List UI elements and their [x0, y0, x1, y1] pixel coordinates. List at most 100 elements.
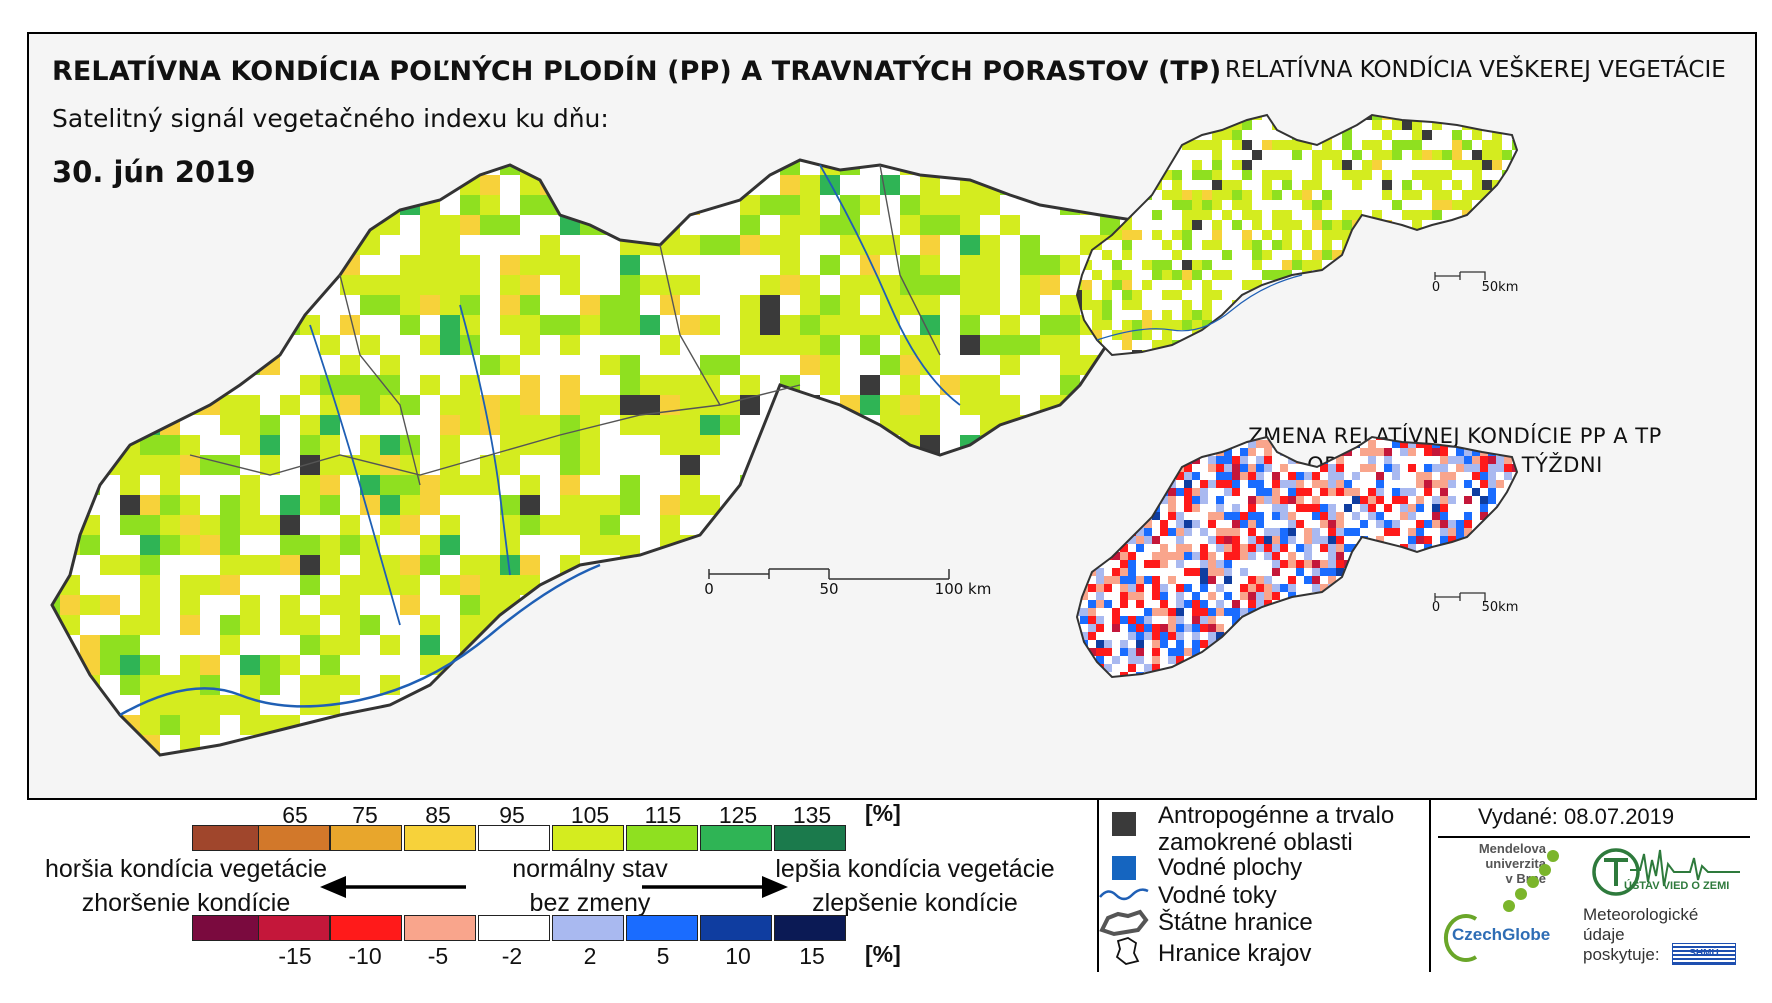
map-cell — [1080, 528, 1088, 536]
map-cell — [1464, 496, 1472, 504]
map-cell — [1376, 472, 1384, 480]
map-cell — [1502, 150, 1512, 160]
map-cell — [1082, 200, 1092, 210]
map-cell — [960, 315, 980, 335]
map-cell — [1422, 330, 1432, 340]
map-cell — [960, 515, 980, 535]
map-cell — [1120, 755, 1140, 775]
map-cell — [1492, 220, 1502, 230]
map-cell — [1456, 448, 1464, 456]
map-cell — [1472, 190, 1482, 200]
map-cell — [1322, 190, 1332, 200]
map-cell — [1412, 140, 1422, 150]
map-cell — [280, 755, 300, 775]
map-cell — [1336, 544, 1344, 552]
map-cell — [1272, 270, 1282, 280]
map-cell — [1224, 512, 1232, 520]
map-cell — [580, 455, 600, 475]
map-cell — [1168, 528, 1176, 536]
map-cell — [1342, 320, 1352, 330]
map-cell — [600, 395, 620, 415]
map-cell — [1384, 448, 1392, 456]
map-cell — [660, 335, 680, 355]
map-cell — [1272, 624, 1280, 632]
map-cell — [1520, 552, 1527, 560]
map-cell — [1144, 624, 1152, 632]
map-cell — [520, 295, 540, 315]
map-cell — [1440, 656, 1448, 664]
map-cell — [1416, 536, 1424, 544]
map-cell — [1176, 520, 1184, 528]
map-cell — [1504, 640, 1512, 648]
map-cell — [1472, 560, 1480, 568]
map-cell — [1402, 350, 1412, 355]
map-cell — [400, 555, 420, 575]
map-cell — [1280, 560, 1288, 568]
map-cell — [1128, 584, 1136, 592]
map-cell — [1520, 536, 1527, 544]
map-cell — [1060, 295, 1080, 315]
map-cell — [1482, 230, 1492, 240]
map-cell — [1120, 448, 1128, 456]
map-cell — [1200, 440, 1208, 448]
map-cell — [1312, 120, 1322, 130]
map-cell — [820, 315, 840, 335]
map-cell — [1344, 528, 1352, 536]
map-cell — [1280, 512, 1288, 520]
map-cell — [1336, 512, 1344, 520]
map-cell — [560, 635, 580, 655]
map-cell — [180, 695, 200, 715]
map-cell — [1400, 496, 1408, 504]
map-cell — [1282, 340, 1292, 350]
map-cell — [1472, 350, 1482, 355]
map-cell — [340, 735, 360, 755]
map-cell — [640, 655, 660, 675]
map-cell — [1112, 520, 1120, 528]
map-cell — [540, 775, 560, 795]
map-cell — [1080, 552, 1088, 560]
map-cell — [500, 355, 520, 375]
map-cell — [1522, 340, 1527, 350]
map-cell — [1132, 320, 1142, 330]
map-cell — [920, 715, 940, 735]
map-cell — [1272, 170, 1282, 180]
map-cell — [1376, 488, 1384, 496]
map-cell — [720, 755, 740, 775]
map-cell — [100, 235, 120, 255]
map-cell — [1120, 616, 1128, 624]
map-cell — [1472, 680, 1480, 682]
map-cell — [1252, 280, 1262, 290]
map-cell — [1288, 528, 1296, 536]
map-cell — [520, 515, 540, 535]
map-cell — [1362, 230, 1372, 240]
map-cell — [1280, 584, 1288, 592]
map-cell — [1264, 536, 1272, 544]
map-cell — [1082, 220, 1092, 230]
map-cell — [1512, 616, 1517, 624]
map-cell — [1142, 330, 1152, 340]
map-cell — [280, 555, 300, 575]
map-cell — [820, 615, 840, 635]
map-cell — [740, 635, 760, 655]
map-cell — [260, 455, 280, 475]
map-cell — [1442, 240, 1452, 250]
map-cell — [1120, 488, 1128, 496]
map-cell — [860, 515, 880, 535]
map-cell — [1400, 680, 1408, 682]
map-cell — [1168, 616, 1176, 624]
map-cell — [1182, 260, 1192, 270]
map-cell — [1120, 496, 1128, 504]
map-cell — [1464, 560, 1472, 568]
map-cell — [1384, 456, 1392, 464]
map-cell — [220, 415, 240, 435]
map-cell — [1422, 115, 1432, 120]
map-cell — [980, 535, 1000, 555]
map-cell — [1152, 656, 1160, 664]
map-cell — [1448, 680, 1456, 682]
map-cell — [1077, 648, 1080, 656]
map-cell — [1280, 528, 1288, 536]
map-cell — [1392, 140, 1402, 150]
map-cell — [1352, 568, 1360, 576]
map-cell — [900, 455, 920, 475]
map-cell — [560, 775, 580, 795]
